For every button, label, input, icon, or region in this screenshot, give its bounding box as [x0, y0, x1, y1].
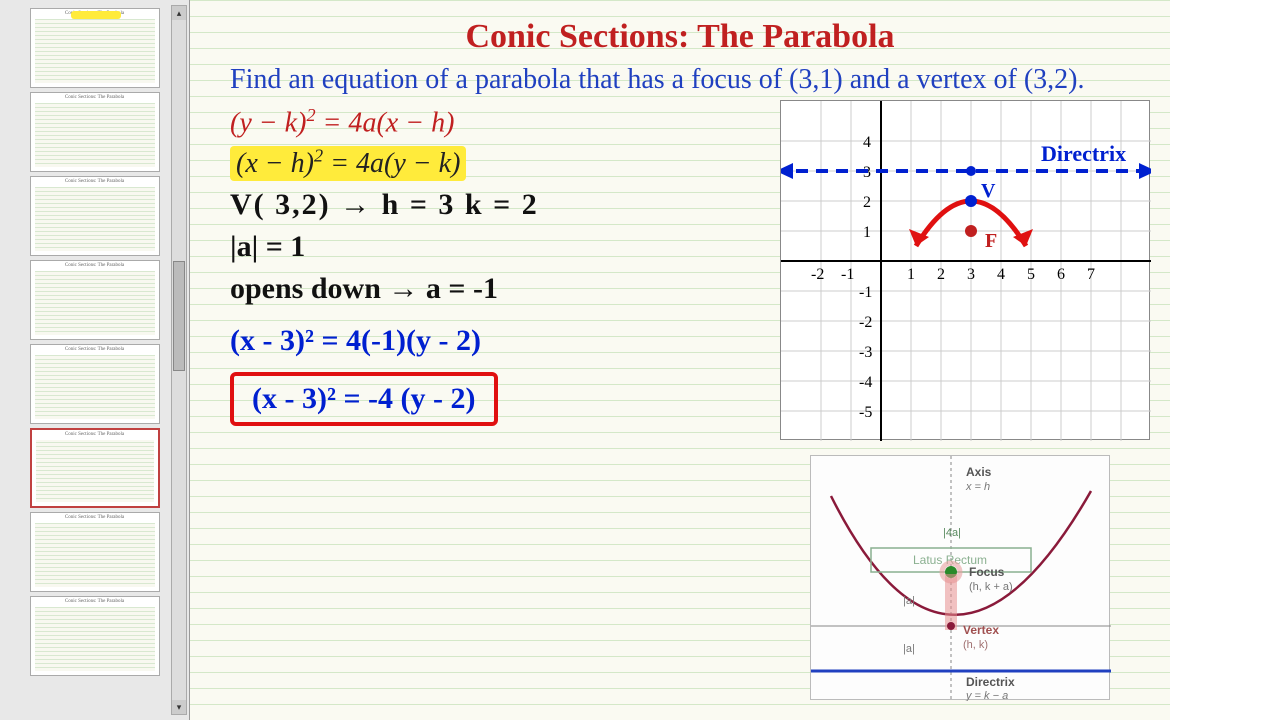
- svg-text:-3: -3: [859, 344, 872, 361]
- svg-text:|a|: |a|: [903, 595, 915, 607]
- svg-text:1: 1: [863, 224, 871, 241]
- scroll-up-icon[interactable]: ▴: [172, 6, 186, 20]
- svg-text:(h, k + a): (h, k + a): [969, 581, 1013, 593]
- slide-thumb[interactable]: Conic Sections: The Parabola: [30, 92, 160, 172]
- svg-text:4: 4: [863, 134, 871, 151]
- svg-text:-1: -1: [841, 266, 854, 283]
- thumbnail-sidebar: Conic Sections: The Parabola Conic Secti…: [0, 0, 190, 720]
- slide-thumb[interactable]: Conic Sections: The Parabola: [30, 512, 160, 592]
- slide-title: Conic Sections: The Parabola: [230, 18, 1130, 56]
- svg-text:5: 5: [1027, 266, 1035, 283]
- slide-thumb[interactable]: Conic Sections: The Parabola: [30, 176, 160, 256]
- svg-text:-1: -1: [859, 284, 872, 301]
- answer-box: (x - 3)² = -4 (y - 2): [230, 372, 498, 426]
- ref-vertex: Vertex: [963, 623, 999, 637]
- svg-text:2: 2: [863, 194, 871, 211]
- svg-text:V: V: [981, 180, 996, 202]
- slide-thumb[interactable]: Conic Sections: The Parabola: [30, 260, 160, 340]
- svg-text:4: 4: [997, 266, 1005, 283]
- svg-text:3: 3: [967, 266, 975, 283]
- scroll-down-icon[interactable]: ▾: [172, 700, 186, 714]
- ref-axis: Axis: [966, 465, 992, 479]
- svg-text:1: 1: [907, 266, 915, 283]
- svg-text:-2: -2: [811, 266, 824, 283]
- slide-thumb[interactable]: Conic Sections: The Parabola: [30, 8, 160, 88]
- svg-text:|4a|: |4a|: [943, 527, 961, 539]
- slide-canvas: Conic Sections: The Parabola Find an equ…: [190, 0, 1170, 720]
- ref-directrix: Directrix: [966, 675, 1015, 689]
- scroll-thumb[interactable]: [173, 261, 185, 371]
- right-gutter: [1170, 0, 1280, 720]
- thumb-scrollbar[interactable]: ▴ ▾: [171, 5, 187, 715]
- ref-focus: Focus: [969, 565, 1005, 579]
- svg-text:y = k − a: y = k − a: [965, 690, 1008, 701]
- coordinate-graph: -2-1 12 34 56 7 12 34 -1-2 -3-4 -5 Direc…: [780, 100, 1150, 440]
- svg-text:x = h: x = h: [965, 481, 990, 493]
- svg-text:F: F: [985, 230, 997, 252]
- final-answer: (x - 3)² = -4 (y - 2): [252, 382, 476, 415]
- svg-text:2: 2: [937, 266, 945, 283]
- slide-thumb[interactable]: Conic Sections: The Parabola: [30, 596, 160, 676]
- slide-thumb[interactable]: Conic Sections: The Parabola: [30, 344, 160, 424]
- svg-text:|a|: |a|: [903, 643, 915, 655]
- problem-prompt: Find an equation of a parabola that has …: [230, 60, 1130, 99]
- svg-text:-2: -2: [859, 314, 872, 331]
- slide-thumb-active[interactable]: Conic Sections: The Parabola: [30, 428, 160, 508]
- svg-text:-4: -4: [859, 374, 872, 391]
- svg-text:7: 7: [1087, 266, 1095, 283]
- svg-text:6: 6: [1057, 266, 1065, 283]
- svg-text:-5: -5: [859, 404, 872, 421]
- svg-text:(h, k): (h, k): [963, 639, 988, 651]
- directrix-label: Directrix: [1041, 141, 1126, 166]
- reference-diagram: Latus Rectum |4a| Focus (h, k + a) Verte…: [810, 455, 1110, 700]
